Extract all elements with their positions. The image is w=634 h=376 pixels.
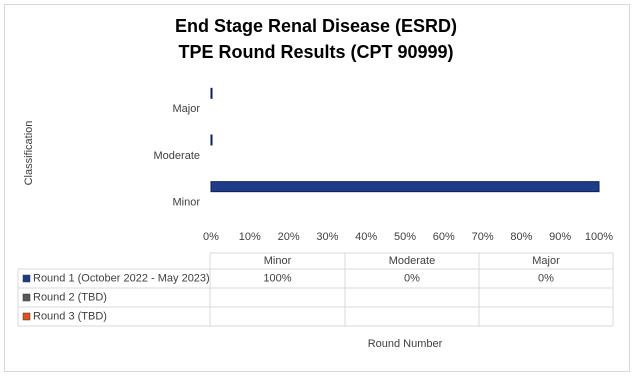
x-tick-label: 0% [203,231,219,243]
x-tick-label: 10% [239,231,261,243]
x-tick-label: 20% [278,231,300,243]
table-header: Minor [264,255,292,267]
x-tick-label: 80% [510,231,532,243]
legend-swatch [22,274,31,283]
legend-swatch [22,312,31,321]
table-header: Major [532,255,560,267]
bar [210,134,213,146]
legend-label: Round 3 (TBD) [33,310,107,322]
x-tick-label: 30% [316,231,338,243]
table-value: 0% [404,272,420,284]
y-tick-label: Minor [172,197,200,209]
y-tick-label: Moderate [154,150,200,162]
legend-label: Round 2 (TBD) [33,291,107,303]
legend-swatch [22,293,31,302]
chart-title: End Stage Renal Disease (ESRD) [175,16,457,36]
bar [210,87,213,99]
y-tick-label: Major [172,103,200,115]
chart-title: TPE Round Results (CPT 90999) [178,42,453,62]
legend-label: Round 1 (October 2022 - May 2023) [33,272,210,284]
table-value: 100% [263,272,291,284]
x-tick-label: 50% [394,231,416,243]
x-tick-label: 90% [549,231,571,243]
x-tick-label: 100% [585,231,613,243]
bar [210,181,600,193]
x-tick-label: 60% [433,231,455,243]
table-value: 0% [538,272,554,284]
x-tick-label: 40% [355,231,377,243]
x-tick-label: 70% [472,231,494,243]
x-axis-label: Round Number [368,338,443,350]
table-header: Moderate [389,255,435,267]
y-axis-label: Classification [23,121,35,186]
